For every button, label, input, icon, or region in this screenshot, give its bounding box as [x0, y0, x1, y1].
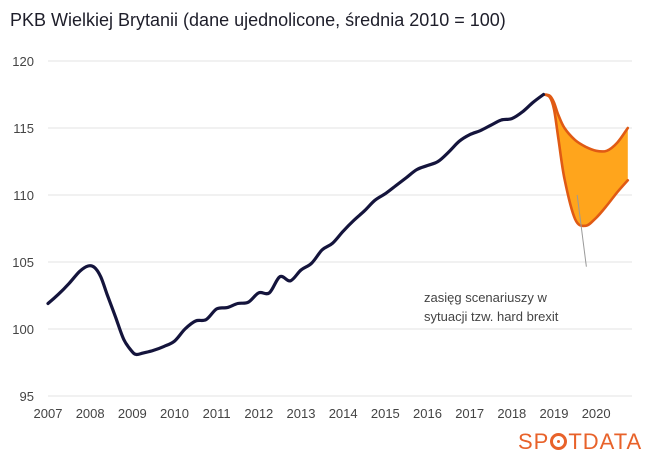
x-tick-label: 2016: [413, 406, 442, 421]
scenario-upper-line: [542, 93, 630, 153]
spotdata-logo: SP TDATA: [518, 429, 642, 455]
brand-text-end: TDATA: [568, 429, 643, 454]
x-tick-label: 2019: [540, 406, 569, 421]
annotation-layer: zasięg scenariuszy w sytuacji tzw. hard …: [424, 194, 587, 324]
x-tick-label: 2017: [455, 406, 484, 421]
x-tick-label: 2015: [371, 406, 400, 421]
x-tick-label: 2014: [329, 406, 358, 421]
axis-layer: 95 100 105 110 115 120 2007 2008 2009 2010 2011 201…: [12, 54, 610, 421]
x-tick-label: 2007: [34, 406, 63, 421]
scenario-band-layer: [542, 93, 630, 228]
x-tick-label: 2012: [244, 406, 273, 421]
x-tick-label: 2020: [582, 406, 611, 421]
brand-text-start: SP: [518, 429, 550, 454]
scenario-band-area: [543, 94, 628, 226]
x-tick-label: 2010: [160, 406, 189, 421]
x-tick-label: 2013: [287, 406, 316, 421]
y-tick-label: 95: [20, 389, 34, 404]
x-tick-label: 2011: [203, 406, 231, 421]
x-tick-label: 2018: [497, 406, 526, 421]
annotation-text-line-2: sytuacji tzw. hard brexit: [424, 309, 559, 324]
x-tick-label: 2009: [118, 406, 147, 421]
y-tick-label: 110: [13, 188, 34, 203]
chart-title: PKB Wielkiej Brytanii (dane ujednolicone…: [10, 10, 506, 30]
series-line-gdp: [46, 92, 546, 357]
annotation-text-line-1: zasięg scenariuszy w: [424, 290, 547, 305]
scenario-lower-line: [542, 93, 630, 228]
annotation-leader-line: [576, 194, 587, 267]
y-tick-label: 120: [12, 54, 34, 69]
y-tick-label: 105: [12, 255, 34, 270]
grid-layer: [48, 60, 632, 397]
y-tick-label: 115: [13, 121, 34, 136]
y-tick-label: 100: [12, 322, 34, 337]
series-layer: [46, 92, 546, 357]
brand-o-target-icon: [550, 433, 568, 450]
x-tick-label: 2008: [76, 406, 105, 421]
